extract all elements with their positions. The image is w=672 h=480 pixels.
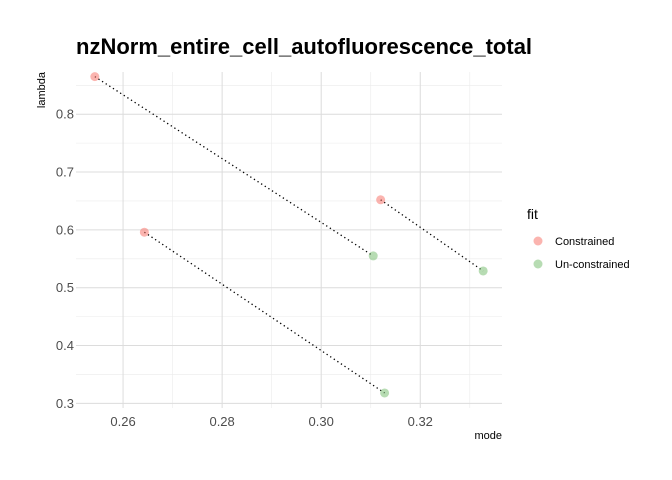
y-tick-label: 0.3: [56, 396, 74, 411]
legend-key: [533, 259, 543, 269]
data-point: [478, 266, 488, 276]
legend-title: fit: [527, 206, 538, 222]
y-axis-ticks: 0.3 0.4 0.5 0.6 0.7 0.8: [56, 107, 74, 411]
y-tick-label: 0.4: [56, 338, 74, 353]
legend-label: Constrained: [555, 236, 614, 248]
data-point: [380, 388, 390, 398]
chart-title: nzNorm_entire_cell_autofluorescence_tota…: [76, 34, 533, 59]
grid: [76, 72, 502, 408]
x-axis-ticks: 0.26 0.28 0.30 0.32: [110, 414, 433, 429]
connector-line: [380, 199, 484, 272]
x-tick-label: 0.32: [408, 414, 433, 429]
data-point: [90, 72, 100, 82]
legend-label: Un-constrained: [555, 259, 630, 271]
y-tick-label: 0.5: [56, 280, 74, 295]
y-tick-label: 0.8: [56, 107, 74, 122]
data-points: [90, 72, 488, 398]
x-tick-label: 0.30: [309, 414, 334, 429]
connector-line: [143, 231, 385, 394]
data-point: [368, 251, 378, 261]
x-axis-title: mode: [474, 430, 502, 442]
y-axis-title: lambda: [36, 71, 48, 108]
y-tick-label: 0.7: [56, 165, 74, 180]
x-tick-label: 0.26: [110, 414, 135, 429]
x-tick-label: 0.28: [209, 414, 234, 429]
y-tick-label: 0.6: [56, 222, 74, 237]
data-point: [139, 227, 149, 237]
connector-lines: [94, 76, 484, 394]
connector-line: [94, 76, 374, 257]
data-point: [376, 195, 386, 205]
legend-key: [533, 236, 543, 246]
legend: fit Constrained Un-constrained: [527, 206, 630, 271]
